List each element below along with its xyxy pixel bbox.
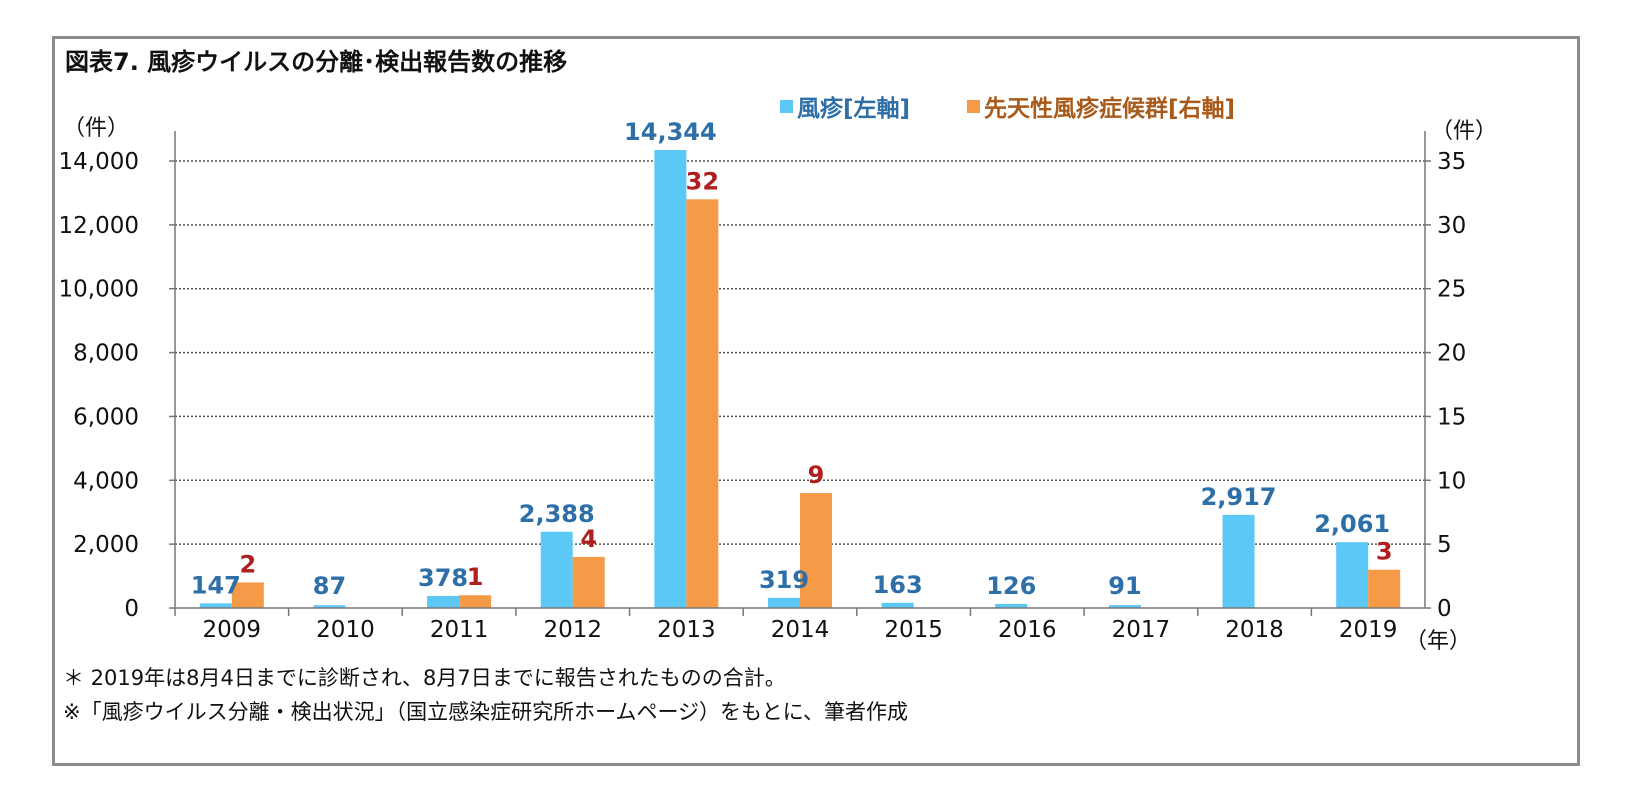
x-tick-label: 2016 xyxy=(998,617,1057,643)
tick-labels: 0 02,000 54,000 106,000 158,000 2010,000 2512,… xyxy=(59,149,1467,643)
bar-rubella xyxy=(540,531,573,608)
left-tick-label: 0 xyxy=(124,596,139,622)
axes xyxy=(169,131,1431,616)
data-label-crs: 3 xyxy=(1376,538,1393,566)
bar-rubella xyxy=(199,603,232,608)
x-tick-label: 2012 xyxy=(543,617,602,643)
bar-rubella xyxy=(768,597,800,608)
gridlines xyxy=(175,160,1425,545)
bar-rubella xyxy=(427,595,460,608)
right-tick-label: 30 xyxy=(1437,213,1466,239)
left-tick-label: 8,000 xyxy=(73,341,139,367)
legend-swatch-rubella xyxy=(780,100,793,113)
chart-title: 図表7. 風疹ウイルスの分離･検出報告数の推移 xyxy=(65,48,567,76)
x-tick-label: 2010 xyxy=(316,617,375,643)
data-label-rubella: 126 xyxy=(986,572,1036,600)
bar-crs xyxy=(572,556,605,608)
legend-swatch-crs xyxy=(967,100,980,113)
bar-rubella xyxy=(313,605,346,608)
legend-label-rubella: 風疹[左軸] xyxy=(797,95,910,122)
bar-crs xyxy=(686,199,719,609)
data-label-rubella: 378 xyxy=(418,564,468,592)
chart-svg: 図表7. 風疹ウイルスの分離･検出報告数の推移 風疹[左軸] 先天性風疹症候群[… xyxy=(59,48,1498,724)
x-tick-label: 2017 xyxy=(1112,617,1171,643)
right-tick-label: 20 xyxy=(1437,341,1466,367)
x-tick-label: 2018 xyxy=(1225,617,1284,643)
bar-rubella xyxy=(1222,514,1255,608)
bar-crs xyxy=(459,595,492,608)
bar-rubella xyxy=(1336,542,1369,608)
data-label-rubella: 91 xyxy=(1108,572,1141,600)
left-tick-label: 2,000 xyxy=(73,532,139,558)
left-tick-label: 6,000 xyxy=(73,404,139,430)
x-tick-label: 2011 xyxy=(430,617,489,643)
x-tick-label: 2015 xyxy=(884,617,943,643)
data-label-crs: 32 xyxy=(686,167,719,195)
note-line-1: ＊ 2019年は8月4日までに診断され、8月7日までに報告されたものの合計。 xyxy=(63,666,786,690)
x-tick-label: 2013 xyxy=(657,617,716,643)
bar-rubella xyxy=(881,602,914,608)
right-axis-unit: （件） xyxy=(1431,119,1497,144)
left-tick-label: 12,000 xyxy=(59,213,139,239)
data-label-rubella: 87 xyxy=(313,572,346,600)
data-label-rubella: 163 xyxy=(873,571,923,599)
right-tick-label: 15 xyxy=(1437,404,1466,430)
x-tick-label: 2019 xyxy=(1339,617,1398,643)
chart-frame: 図表7. 風疹ウイルスの分離･検出報告数の推移 風疹[左軸] 先天性風疹症候群[… xyxy=(52,36,1580,766)
bar-rubella xyxy=(995,603,1028,608)
x-tick-label: 2009 xyxy=(203,617,262,643)
x-tick-label: 2014 xyxy=(771,617,830,643)
right-tick-label: 25 xyxy=(1437,277,1466,303)
note-line-2: ※「風疹ウイルス分離・検出状況」（国立感染症研究所ホームページ）をもとに、筆者作… xyxy=(63,700,908,724)
data-label-rubella: 319 xyxy=(759,566,809,594)
left-tick-label: 10,000 xyxy=(59,277,139,303)
left-tick-label: 4,000 xyxy=(73,468,139,494)
left-axis-unit: （件） xyxy=(63,116,129,141)
bars xyxy=(199,150,1401,609)
data-label-crs: 9 xyxy=(808,461,825,489)
bar-rubella xyxy=(1108,605,1141,608)
left-tick-label: 14,000 xyxy=(59,149,139,175)
data-label-rubella: 2,061 xyxy=(1314,510,1390,538)
data-label-crs: 1 xyxy=(467,563,484,591)
data-label-rubella: 14,344 xyxy=(624,118,717,146)
right-tick-label: 10 xyxy=(1437,468,1466,494)
data-label-rubella: 2,917 xyxy=(1201,483,1277,511)
legend-label-crs: 先天性風疹症候群[右軸] xyxy=(984,95,1235,122)
data-label-rubella: 147 xyxy=(191,571,241,599)
bar-rubella xyxy=(654,150,687,608)
x-axis-unit: （年） xyxy=(1405,629,1471,654)
right-tick-label: 35 xyxy=(1437,149,1466,175)
data-label-crs: 2 xyxy=(239,550,256,578)
right-tick-label: 0 xyxy=(1437,596,1452,622)
data-label-rubella: 2,388 xyxy=(519,500,595,528)
data-label-crs: 4 xyxy=(580,525,597,553)
bar-crs xyxy=(800,493,832,608)
bar-crs xyxy=(231,582,264,608)
right-tick-label: 5 xyxy=(1437,532,1452,558)
bar-crs xyxy=(1368,569,1401,608)
